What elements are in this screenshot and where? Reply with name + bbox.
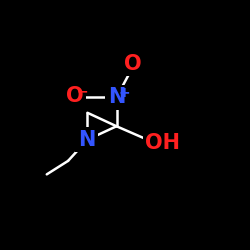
Text: O: O — [66, 86, 84, 106]
Text: −: − — [77, 84, 88, 98]
Text: OH: OH — [146, 132, 180, 152]
Text: O: O — [124, 54, 142, 74]
Text: +: + — [118, 86, 130, 100]
Text: N: N — [78, 130, 95, 150]
Text: N: N — [108, 88, 125, 108]
